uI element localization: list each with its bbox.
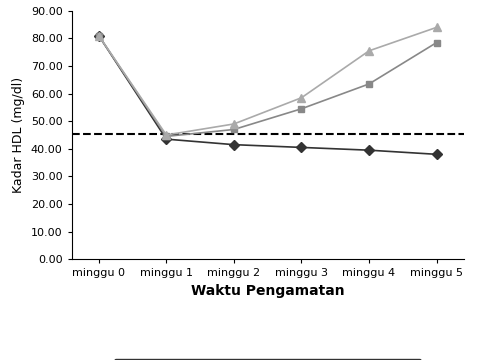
Legend: Kontrol, PLAc, PLAd, Batas Normal: Kontrol, PLAc, PLAd, Batas Normal: [114, 359, 421, 360]
Y-axis label: Kadar HDL (mg/dl): Kadar HDL (mg/dl): [12, 77, 25, 193]
X-axis label: Waktu Pengamatan: Waktu Pengamatan: [191, 284, 345, 298]
